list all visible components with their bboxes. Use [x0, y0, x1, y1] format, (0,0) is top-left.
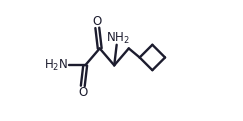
Text: H$_2$N: H$_2$N [44, 58, 68, 73]
Text: NH$_2$: NH$_2$ [106, 31, 130, 46]
Text: O: O [78, 86, 87, 99]
Text: O: O [93, 15, 102, 28]
